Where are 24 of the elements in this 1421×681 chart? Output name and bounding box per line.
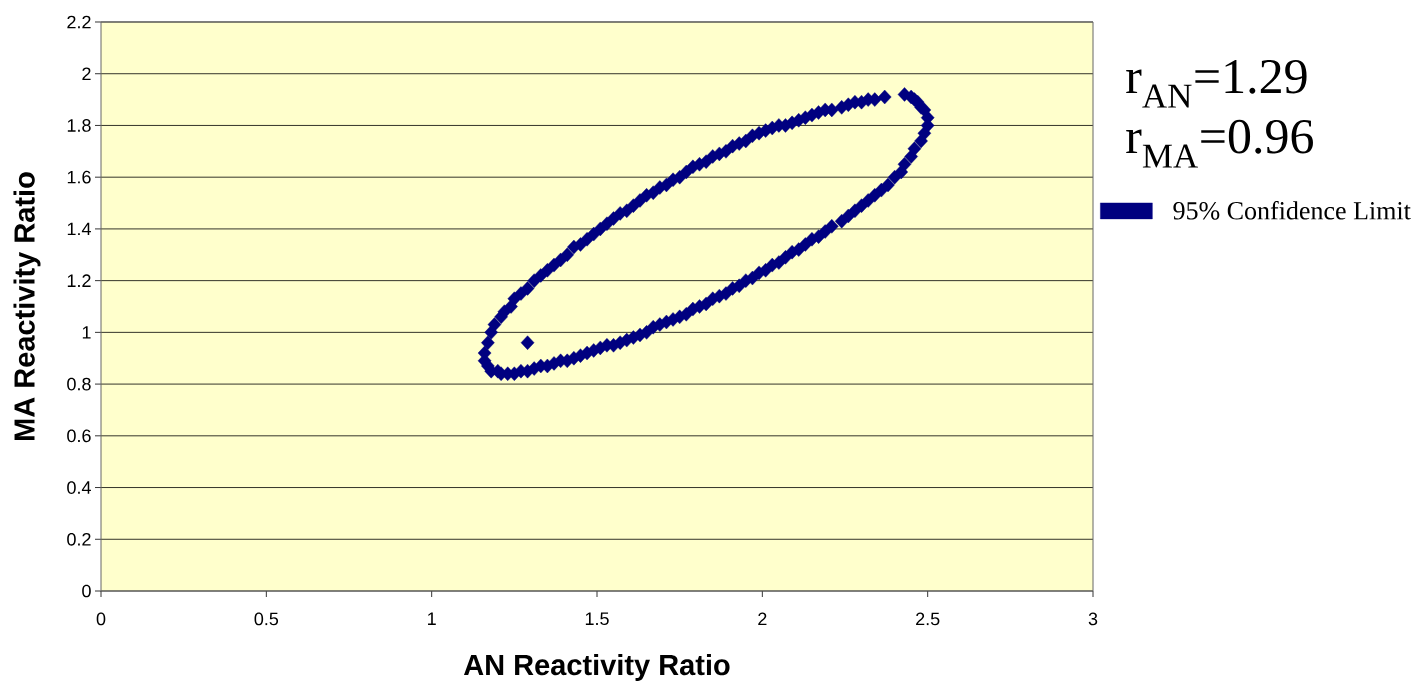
x-tick-label: 2.5 [916, 612, 940, 626]
y-tick-label: 0.4 [67, 481, 91, 494]
y-tick-label: 1.8 [67, 119, 91, 132]
y-tick-label: 0.2 [67, 532, 91, 546]
text: r$_{MA}$=0.96 [1126, 119, 1313, 168]
x-tick-label: 1 [428, 612, 436, 625]
x-tick-label: 1.5 [585, 612, 609, 626]
y-tick-label: 2.2 [67, 15, 91, 29]
y-tick-label: 0.8 [67, 377, 91, 391]
x-tick-label: 2 [758, 612, 767, 626]
x-tick-label: 0.5 [254, 612, 279, 626]
y-tick-label: 1 [82, 326, 91, 339]
y-tick-label: 1.6 [67, 170, 91, 184]
text: r$_{AN}$=1.29 [1126, 59, 1307, 108]
y-tick-label: 2 [82, 67, 91, 81]
x-axis-title: AN Reactivity Ratio [463, 653, 730, 681]
y-tick-label: 0 [82, 584, 91, 598]
y-axis-title: MA Reactivity Ratio [13, 172, 41, 440]
y-tick-label: 1.2 [67, 274, 91, 287]
y-tick-label: 1.4 [67, 222, 91, 236]
x-tick-label: 0 [96, 612, 106, 626]
x-tick-label: 3 [1088, 612, 1098, 626]
y-tick-label: 0.6 [67, 429, 91, 443]
legend-label: 95% Confidence Limit [1173, 201, 1411, 220]
